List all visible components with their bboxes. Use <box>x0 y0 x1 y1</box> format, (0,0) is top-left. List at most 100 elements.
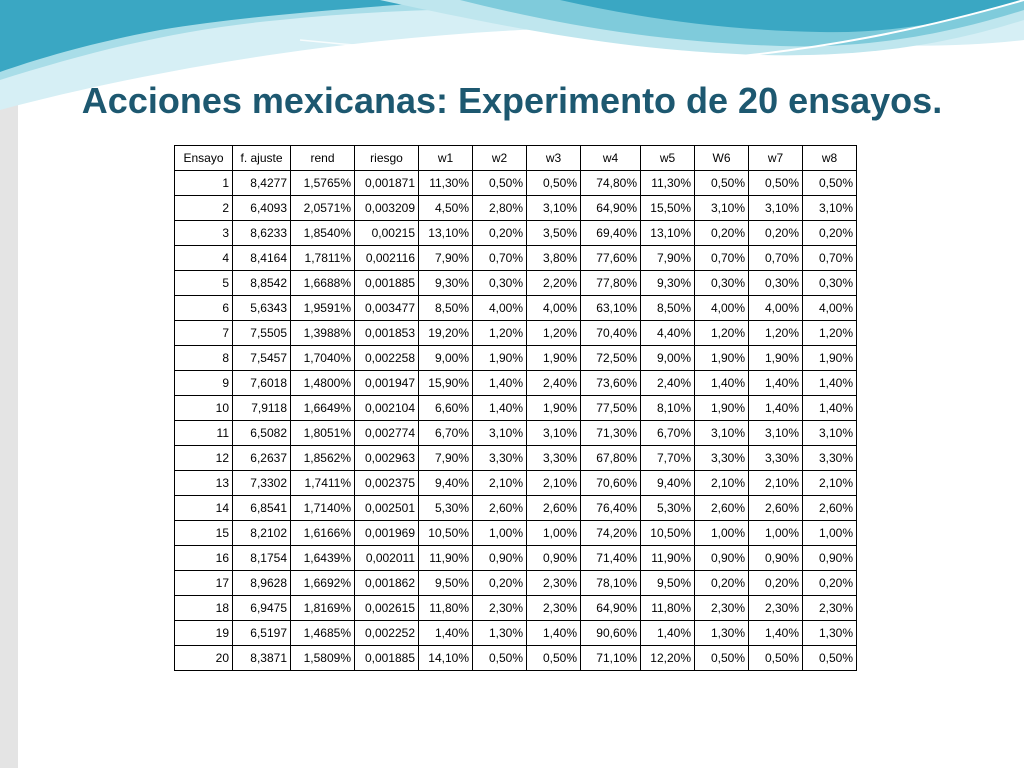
table-cell: 0,50% <box>802 645 857 671</box>
table-cell: 0,30% <box>694 270 749 296</box>
table-cell: 4,00% <box>802 295 857 321</box>
column-header: w1 <box>418 145 473 171</box>
table-cell: 7 <box>174 320 233 346</box>
table-cell: 11,90% <box>640 545 695 571</box>
table-cell: 19,20% <box>418 320 473 346</box>
table-cell: 1,90% <box>694 395 749 421</box>
table-cell: 1,40% <box>418 620 473 646</box>
table-cell: 0,50% <box>472 645 527 671</box>
table-cell: 1,8540% <box>290 220 355 246</box>
table-cell: 1,30% <box>694 620 749 646</box>
table-cell: 11,30% <box>640 170 695 196</box>
table-cell: 3,50% <box>526 220 581 246</box>
table-cell: 0,20% <box>694 220 749 246</box>
table-row: 13 7,3302 1,7411% 0,002375 9,40% 2,10% 2,10% 70… <box>174 470 857 496</box>
table-cell: 70,40% <box>580 320 641 346</box>
table-cell: 10,50% <box>640 520 695 546</box>
table-cell: 0,70% <box>694 245 749 271</box>
table-cell: 6,9475 <box>232 595 291 621</box>
table-cell: 2,30% <box>526 595 581 621</box>
table-cell: 11,80% <box>418 595 473 621</box>
table-cell: 4 <box>174 245 233 271</box>
table-cell: 1,90% <box>472 345 527 371</box>
table-cell: 1,6439% <box>290 545 355 571</box>
table-row: 18 6,9475 1,8169% 0,002615 11,80% 2,30% 2,30% 6… <box>174 595 857 621</box>
table-cell: 8 <box>174 345 233 371</box>
table-cell: 2,10% <box>526 470 581 496</box>
table-cell: 71,40% <box>580 545 641 571</box>
table-cell: 64,90% <box>580 195 641 221</box>
table-cell: 1,90% <box>694 345 749 371</box>
table-cell: 9,00% <box>640 345 695 371</box>
table-cell: 5 <box>174 270 233 296</box>
table-cell: 4,00% <box>472 295 527 321</box>
table-cell: 1 <box>174 170 233 196</box>
table-cell: 0,20% <box>748 570 803 596</box>
table-cell: 0,003209 <box>354 195 419 221</box>
table-cell: 1,40% <box>748 620 803 646</box>
table-cell: 13 <box>174 470 233 496</box>
table-cell: 77,60% <box>580 245 641 271</box>
table-cell: 0,003477 <box>354 295 419 321</box>
column-header: w7 <box>748 145 803 171</box>
table-cell: 0,90% <box>472 545 527 571</box>
table-cell: 6,8541 <box>232 495 291 521</box>
table-cell: 0,002963 <box>354 445 419 471</box>
table-cell: 11,90% <box>418 545 473 571</box>
table-cell: 8,50% <box>640 295 695 321</box>
table-row: 6 5,6343 1,9591% 0,003477 8,50% 4,00% 4,00% 63,… <box>174 295 857 321</box>
table-cell: 14 <box>174 495 233 521</box>
table-cell: 9,40% <box>640 470 695 496</box>
table-cell: 1,7140% <box>290 495 355 521</box>
table-cell: 6,4093 <box>232 195 291 221</box>
table-row: 12 6,2637 1,8562% 0,002963 7,90% 3,30% 3,30% 67… <box>174 445 857 471</box>
header-wave-decoration <box>0 0 1024 110</box>
table-cell: 9,00% <box>418 345 473 371</box>
table-cell: 0,002104 <box>354 395 419 421</box>
table-cell: 0,70% <box>472 245 527 271</box>
table-cell: 1,90% <box>526 395 581 421</box>
table-cell: 1,90% <box>526 345 581 371</box>
table-cell: 12,20% <box>640 645 695 671</box>
table-row: 7 7,5505 1,3988% 0,001853 19,20% 1,20% 1,20% 70… <box>174 320 857 346</box>
table-cell: 2,30% <box>802 595 857 621</box>
table-cell: 0,002615 <box>354 595 419 621</box>
table-cell: 0,001885 <box>354 270 419 296</box>
table-row: 20 8,3871 1,5809% 0,001885 14,10% 0,50% 0,50% 7… <box>174 645 857 671</box>
table-cell: 18 <box>174 595 233 621</box>
table-cell: 0,50% <box>694 645 749 671</box>
table-row: 9 7,6018 1,4800% 0,001947 15,90% 1,40% 2,40% 73… <box>174 370 857 396</box>
table-cell: 2,30% <box>748 595 803 621</box>
table-cell: 1,4685% <box>290 620 355 646</box>
table-cell: 1,20% <box>748 320 803 346</box>
table-cell: 71,10% <box>580 645 641 671</box>
table-cell: 9,30% <box>418 270 473 296</box>
table-cell: 74,80% <box>580 170 641 196</box>
table-cell: 1,40% <box>640 620 695 646</box>
table-row: 10 7,9118 1,6649% 0,002104 6,60% 1,40% 1,90% 77… <box>174 395 857 421</box>
table-cell: 15,90% <box>418 370 473 396</box>
table-cell: 2,10% <box>748 470 803 496</box>
table-cell: 7,6018 <box>232 370 291 396</box>
table-cell: 6,5197 <box>232 620 291 646</box>
table-cell: 1,8562% <box>290 445 355 471</box>
column-header: w5 <box>640 145 695 171</box>
column-header: W6 <box>694 145 749 171</box>
table-cell: 73,60% <box>580 370 641 396</box>
table-cell: 12 <box>174 445 233 471</box>
table-cell: 6,60% <box>418 395 473 421</box>
table-cell: 0,90% <box>748 545 803 571</box>
table-cell: 0,001853 <box>354 320 419 346</box>
table-cell: 2,60% <box>748 495 803 521</box>
table-cell: 74,20% <box>580 520 641 546</box>
table-cell: 8,4277 <box>232 170 291 196</box>
table-cell: 13,10% <box>418 220 473 246</box>
table-cell: 0,00215 <box>354 220 419 246</box>
table-cell: 3,10% <box>694 195 749 221</box>
results-table: Ensayo f. ajuste rend riesgo w1 w2 w3 w4 w5 W6 w7 w… <box>174 145 857 671</box>
table-cell: 3,80% <box>526 245 581 271</box>
table-cell: 1,6688% <box>290 270 355 296</box>
table-cell: 90,60% <box>580 620 641 646</box>
table-cell: 1,40% <box>802 370 857 396</box>
table-cell: 70,60% <box>580 470 641 496</box>
